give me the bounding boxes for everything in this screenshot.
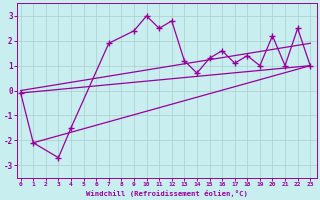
- X-axis label: Windchill (Refroidissement éolien,°C): Windchill (Refroidissement éolien,°C): [86, 190, 248, 197]
